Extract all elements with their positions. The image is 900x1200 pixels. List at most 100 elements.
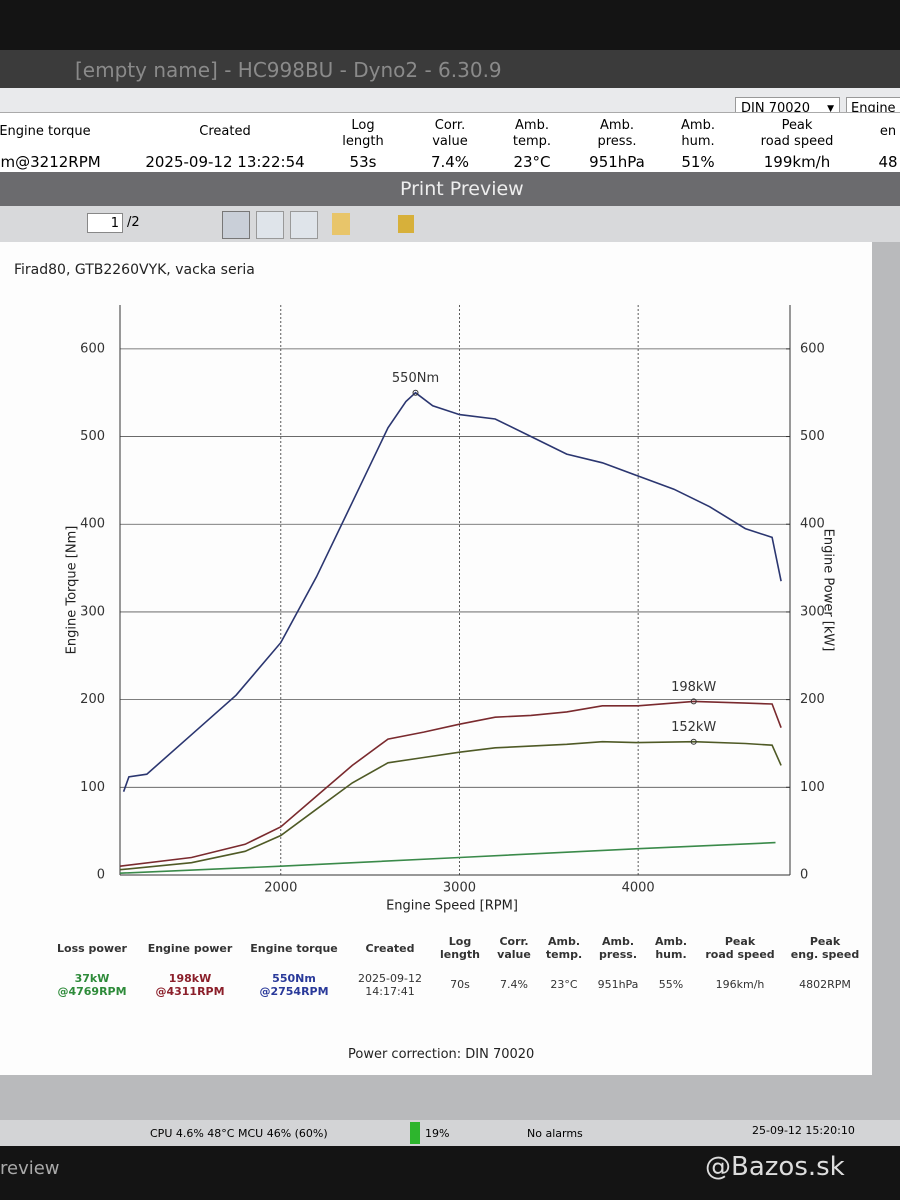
y2-tick-label: 100 — [800, 780, 825, 795]
table-cell: 7.4% — [500, 978, 528, 991]
clock: 25-09-12 15:20:10 — [752, 1124, 855, 1137]
table-header: length — [439, 948, 481, 961]
x-tick-label: 3000 — [443, 881, 476, 896]
x-tick-label: 2000 — [264, 881, 297, 896]
table-cell: 951hPa — [589, 153, 645, 171]
table-header: Amb. — [547, 935, 581, 948]
table-header: Peak — [724, 935, 756, 948]
table-cell: 55% — [658, 978, 684, 991]
y2-tick-label: 600 — [800, 341, 825, 356]
y-tick-label: 0 — [97, 868, 105, 883]
toolbar-button[interactable] — [256, 211, 284, 239]
table-header: length — [342, 134, 384, 149]
preview-title: Print Preview — [400, 178, 524, 200]
page-input[interactable]: 1 — [87, 213, 123, 233]
y-tick-label: 600 — [80, 341, 105, 356]
annotation: 152kW — [671, 720, 716, 735]
paper — [0, 242, 872, 1075]
table-header: Amb. — [601, 935, 635, 948]
y-axis-label: Engine Torque [Nm] — [65, 526, 80, 655]
table-header: value — [497, 948, 531, 961]
alarm-status: No alarms — [527, 1127, 583, 1140]
table-header: Log — [448, 935, 472, 948]
table-header: eng. speed — [790, 948, 860, 961]
table-cell: 951hPa — [597, 978, 639, 991]
y-tick-label: 100 — [80, 780, 105, 795]
table-header: temp. — [545, 948, 583, 961]
table-header: hum. — [655, 948, 687, 961]
table-header: Created — [365, 942, 415, 955]
footer-note: Power correction: DIN 70020 — [348, 1047, 535, 1062]
toolbar-button[interactable] — [398, 215, 414, 233]
table-cell: @4769RPM — [57, 985, 127, 998]
table-cell: 550Nm — [272, 972, 316, 985]
load-indicator — [410, 1122, 420, 1144]
table-header: Log — [351, 118, 375, 133]
table-header: road speed — [705, 948, 775, 961]
title-bar — [0, 50, 900, 88]
toolbar-button[interactable] — [222, 211, 250, 239]
line-series — [119, 700, 782, 867]
table-cell: Nm@3212RPM — [0, 153, 101, 171]
annotation-point — [412, 389, 419, 396]
table-cell: 23°C — [550, 978, 578, 991]
table-cell: 70s — [450, 978, 470, 991]
cpu-status: CPU 4.6% 48°C MCU 46% (60%) — [150, 1127, 328, 1140]
line-series — [119, 740, 782, 871]
y-tick-label: 500 — [80, 429, 105, 444]
table-header: Peak — [781, 118, 813, 133]
table-header: Peak — [809, 935, 841, 948]
page-total: /2 — [127, 215, 140, 230]
y2-axis-label: Engine Power [kW] — [821, 529, 836, 652]
table-cell: 7.4% — [430, 153, 470, 171]
table-header: Loss power — [57, 942, 127, 955]
annotation: 198kW — [671, 680, 716, 695]
table-header: hum. — [681, 134, 715, 149]
annotation-point — [690, 738, 697, 745]
table-cell: 14:17:41 — [365, 985, 415, 998]
x-axis-label: Engine Speed [RPM] — [386, 899, 518, 914]
x-tick-label: 4000 — [622, 881, 655, 896]
table-cell: @2754RPM — [259, 985, 329, 998]
watermark: @Bazos.sk — [705, 1152, 845, 1182]
load-status: 19% — [425, 1127, 450, 1140]
table-header: Amb. — [515, 118, 549, 133]
toolbar-button[interactable] — [290, 211, 318, 239]
table-cell: 4802RPM — [799, 978, 851, 991]
table-cell: @4311RPM — [155, 985, 225, 998]
toolbar-button[interactable] — [332, 213, 350, 235]
table-header: Amb. — [681, 118, 715, 133]
y-tick-label: 400 — [80, 517, 105, 532]
line-series — [122, 391, 782, 792]
table-cell: 23°C — [513, 153, 551, 171]
table-header: Created — [199, 124, 251, 139]
taskbar-label: review — [0, 1158, 60, 1179]
table-cell: 199km/h — [763, 153, 831, 171]
annotation: 550Nm — [392, 371, 439, 386]
table-header: road speed — [760, 134, 834, 149]
table-header: press. — [597, 134, 637, 149]
table-header: press. — [598, 948, 638, 961]
table-header: Amb. — [654, 935, 688, 948]
preview-title-bar — [0, 172, 900, 206]
table-cell: 51% — [681, 153, 715, 171]
chart-title: Firad80, GTB2260VYK, vacka seria — [14, 262, 255, 278]
y-tick-label: 300 — [80, 604, 105, 619]
table-cell: 2025-09-12 13:22:54 — [145, 153, 305, 171]
y2-tick-label: 500 — [800, 429, 825, 444]
table-cell: 53s — [349, 153, 377, 171]
toolbar — [0, 206, 900, 242]
table-header: Engine torque — [0, 124, 91, 139]
table-header: Engine torque — [250, 942, 338, 955]
line-series — [119, 841, 776, 874]
table-cell: 2025-09-12 — [358, 972, 422, 985]
table-cell: 198kW — [168, 972, 212, 985]
status-bar — [0, 1120, 900, 1146]
table-cell: 37kW — [74, 972, 110, 985]
table-header: value — [432, 134, 468, 149]
table-cell: 196km/h — [715, 978, 765, 991]
table-header: en — [879, 124, 897, 139]
table-header: Corr. — [499, 935, 529, 948]
